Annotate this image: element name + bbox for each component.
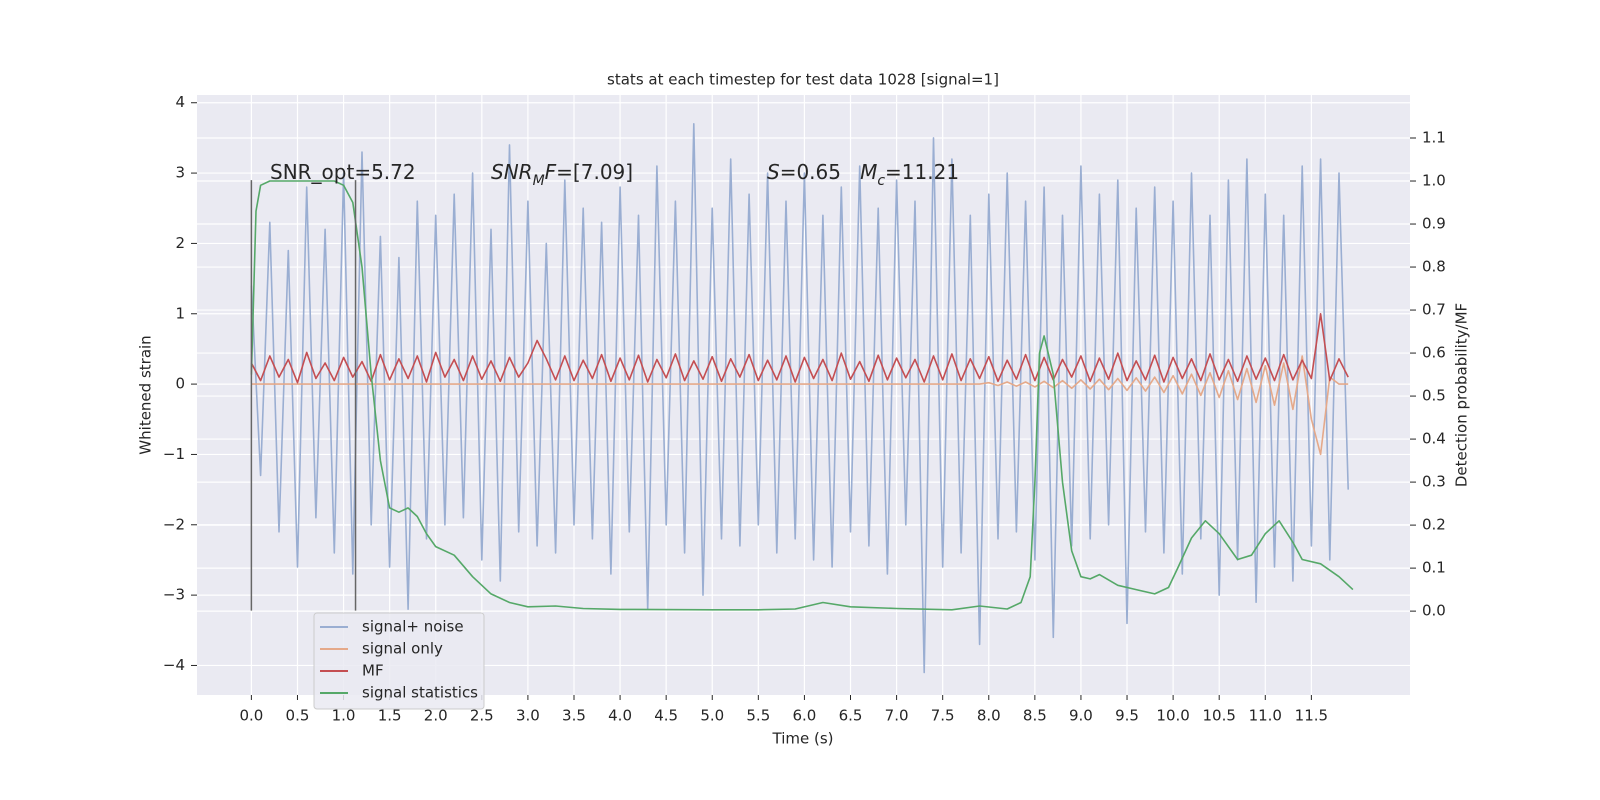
- annotation: SNR_opt=5.72: [270, 160, 416, 184]
- series-line: [250, 123, 1349, 674]
- x-tick-label: 9.0: [1069, 707, 1093, 725]
- y2-tick-label: 0.6: [1422, 344, 1446, 362]
- series-line: [250, 180, 1354, 611]
- x-tick-label: 3.0: [516, 707, 540, 725]
- annotation-part: SNR: [491, 160, 533, 184]
- x-tick-label: 6.0: [792, 707, 816, 725]
- y2-tick-label: 0.7: [1422, 301, 1446, 319]
- x-tick-label: 4.0: [608, 707, 632, 725]
- annotation-part: =0.65: [780, 160, 860, 184]
- x-tick-label: 0.0: [239, 707, 263, 725]
- annotation: SNRMF=[7.09]: [491, 160, 633, 190]
- annotation-part: c: [877, 173, 885, 189]
- y-axis-label: Whitened strain: [137, 335, 155, 454]
- series-line: [250, 313, 1349, 384]
- x-tick-label: 9.5: [1115, 707, 1139, 725]
- y2-tick-label: 0.4: [1422, 430, 1446, 448]
- legend-label: signal only: [362, 640, 443, 658]
- y-tick-label: −3: [163, 586, 185, 604]
- annotation-part: M: [533, 173, 545, 189]
- y-tick-label: 1: [175, 304, 185, 322]
- chart-title: stats at each timestep for test data 102…: [607, 71, 999, 89]
- x-tick-label: 7.0: [885, 707, 909, 725]
- y2-tick-label: 0.0: [1422, 602, 1446, 620]
- y-tick-label: 0: [175, 375, 185, 393]
- y-tick-label: 3: [175, 164, 185, 182]
- annotation-part: SNR_opt=5.72: [270, 160, 416, 184]
- legend-label: signal+ noise: [362, 618, 464, 636]
- x-tick-label: 6.5: [839, 707, 863, 725]
- y-tick-label: −1: [163, 445, 185, 463]
- x-tick-label: 5.5: [746, 707, 770, 725]
- annotation-part: F: [545, 160, 557, 184]
- y2-tick-label: 0.2: [1422, 516, 1446, 534]
- y2-tick-label: 0.9: [1422, 215, 1446, 233]
- y2-tick-label: 0.1: [1422, 559, 1446, 577]
- y-tick-label: 4: [175, 93, 185, 111]
- y2-tick-label: 1.1: [1422, 129, 1446, 147]
- x-tick-label: 8.0: [977, 707, 1001, 725]
- legend-box: [313, 612, 485, 710]
- annotation-part: M: [860, 160, 877, 184]
- x-tick-label: 11.5: [1295, 707, 1328, 725]
- x-tick-label: 4.5: [654, 707, 678, 725]
- x-tick-label: 10.5: [1202, 707, 1235, 725]
- x-tick-label: 0.5: [286, 707, 310, 725]
- annotation-part: =11.21: [885, 160, 959, 184]
- x-tick-label: 10.0: [1156, 707, 1189, 725]
- y2-tick-label: 0.3: [1422, 473, 1446, 491]
- y2-tick-label: 0.5: [1422, 387, 1446, 405]
- x-tick-label: 1.5: [378, 707, 402, 725]
- y2-axis-label: Detection probability/MF: [1453, 303, 1471, 487]
- annotation-part: S: [767, 160, 780, 184]
- x-axis-label: Time (s): [772, 730, 834, 748]
- legend-label: MF: [362, 662, 384, 680]
- y-tick-label: −4: [163, 656, 185, 674]
- y2-tick-label: 0.8: [1422, 258, 1446, 276]
- y-tick-label: 2: [175, 234, 185, 252]
- y2-tick-label: 1.0: [1422, 172, 1446, 190]
- annotation-part: =[7.09]: [556, 160, 633, 184]
- y-tick-label: −2: [163, 515, 185, 533]
- x-tick-label: 3.5: [562, 707, 586, 725]
- x-tick-label: 11.0: [1249, 707, 1282, 725]
- x-tick-label: 2.0: [424, 707, 448, 725]
- x-tick-label: 2.5: [470, 707, 494, 725]
- x-tick-label: 5.0: [700, 707, 724, 725]
- x-tick-label: 1.0: [332, 707, 356, 725]
- x-tick-label: 8.5: [1023, 707, 1047, 725]
- series-line: [251, 355, 1349, 456]
- x-tick-label: 7.5: [931, 707, 955, 725]
- annotation: S=0.65 Mc=11.21: [767, 160, 959, 190]
- legend-label: signal statistics: [362, 684, 478, 702]
